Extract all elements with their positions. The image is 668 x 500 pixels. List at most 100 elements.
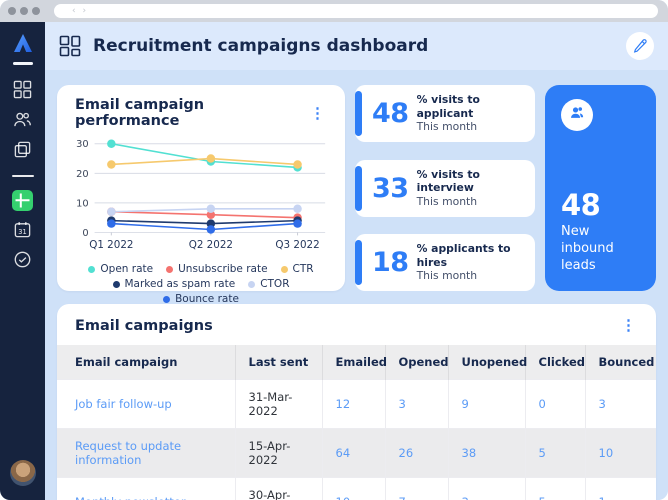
window-control-dot[interactable] (32, 7, 40, 15)
people-icon (13, 110, 32, 132)
last-sent-cell: 15-Apr-2022 (234, 428, 322, 478)
metric-cell[interactable]: 64 (321, 428, 385, 478)
legend-label: Marked as spam rate (124, 278, 236, 290)
metric-cell[interactable]: 26 (384, 428, 448, 478)
dashboard-layout-icon (59, 35, 81, 57)
chart-card-title: Email campaign performance (75, 97, 205, 129)
campaign-link[interactable]: Job fair follow-up (57, 379, 235, 429)
stat-value: 33 (372, 172, 409, 204)
browser-topbar: ‹ › (0, 0, 668, 22)
stat-value: 18 (372, 247, 409, 278)
table-row: Request to update information 15-Apr-2022… (57, 428, 656, 478)
sidebar-item-dashboard[interactable] (12, 80, 34, 102)
legend-item-ctor[interactable]: CTOR (248, 278, 290, 290)
metric-cell[interactable]: 0 (524, 379, 585, 429)
column-header: Emailed (321, 345, 387, 380)
line-chart: 30 20 10 0 Q1 2022 Q2 2022 Q3 2022 (67, 131, 335, 263)
column-header: Email campaign (57, 345, 235, 380)
leads-value: 48 (561, 188, 601, 223)
leads-label: New inbound leads (561, 224, 614, 274)
sidebar-item-calendar[interactable]: 31 (12, 220, 34, 242)
legend-dot-icon (166, 265, 174, 273)
metric-cell[interactable]: 1 (584, 477, 656, 500)
window-control-dot[interactable] (8, 7, 16, 15)
column-header: Bounced (584, 345, 656, 380)
table-menu-button[interactable]: ⋮ (617, 316, 640, 335)
sidebar-divider (11, 174, 34, 177)
brand-logo[interactable] (11, 31, 35, 55)
metric-cell[interactable]: 5 (524, 428, 585, 478)
legend-label: CTOR (260, 278, 290, 290)
metric-cell[interactable]: 3 (447, 477, 525, 500)
svg-text:Q1 2022: Q1 2022 (89, 239, 133, 251)
campaign-link[interactable]: Monthly newsletter (57, 477, 235, 500)
check-circle-icon (13, 250, 32, 272)
metric-cell[interactable]: 3 (584, 379, 656, 429)
stat-card-visits-applicant[interactable]: 48 % visits to applicant This month (355, 85, 535, 142)
user-avatar[interactable] (9, 460, 36, 486)
sidebar-item-tasks[interactable] (12, 250, 34, 272)
logo-underline (12, 62, 33, 65)
chart-legend: Open rate Unsubscribe rate CTR Marked as sp… (67, 263, 335, 307)
address-bar[interactable]: ‹ › (54, 4, 658, 18)
stat-period: This month (416, 120, 478, 134)
new-inbound-leads-card[interactable]: 48 New inbound leads (545, 85, 656, 291)
svg-text:Q3 2022: Q3 2022 (275, 239, 319, 251)
legend-item-bounce-rate[interactable]: Bounce rate (163, 293, 239, 305)
sidebar-item-campaigns-active[interactable] (12, 190, 34, 212)
email-performance-card: Email campaign performance ⋮ 30 20 10 0 Q1 2… (57, 85, 345, 305)
metric-cell[interactable]: 10 (584, 428, 656, 478)
metric-cell[interactable]: 7 (384, 477, 448, 500)
leads-icon-circle (561, 99, 593, 131)
legend-item-marked-as-spam-rate[interactable]: Marked as spam rate (112, 278, 236, 290)
stats-column: 48 % visits to applicant This month 33 %… (355, 85, 535, 291)
metric-cell[interactable]: 38 (447, 428, 525, 478)
table-card-title: Email campaigns (75, 317, 213, 334)
stat-card-applicants-hires[interactable]: 18 % applicants to hires This month (355, 234, 535, 291)
stat-label: % visits to interview (416, 167, 480, 195)
legend-label: Open rate (100, 263, 154, 275)
metric-cell[interactable]: 9 (447, 379, 525, 429)
apps-window-icon (12, 190, 33, 211)
column-header: Last sent (234, 345, 322, 380)
sidebar-item-pages[interactable] (12, 140, 34, 162)
calendar-day-label: 31 (18, 228, 26, 236)
legend-dot-icon (280, 265, 288, 273)
metric-cell[interactable]: 10 (321, 477, 385, 500)
legend-label: Unsubscribe rate (178, 263, 268, 275)
calendar-icon: 31 (13, 220, 32, 242)
svg-text:10: 10 (76, 198, 89, 209)
metric-cell[interactable]: 3 (384, 379, 448, 429)
metric-cell[interactable]: 5 (524, 477, 585, 500)
dashboard-content: Email campaign performance ⋮ 30 20 10 0 Q1 2… (45, 70, 668, 500)
performance-chart: 30 20 10 0Q1 2022 Q2 2022 Q3 2022 (76, 139, 326, 251)
column-header: Unopened (447, 345, 527, 380)
chart-menu-button[interactable]: ⋮ (306, 104, 329, 123)
window-controls[interactable] (8, 7, 40, 15)
legend-dot-icon (112, 280, 120, 288)
table-header-row: Email campaign Last sent Emailed Opened Unop… (57, 345, 656, 380)
svg-text:0: 0 (82, 228, 88, 239)
sidebar-item-people[interactable] (12, 110, 34, 132)
legend-item-unsubscribe-rate[interactable]: Unsubscribe rate (166, 263, 268, 275)
legend-item-ctr[interactable]: CTR (280, 263, 314, 275)
nav-chevrons-icon[interactable]: ‹ › (72, 6, 89, 16)
svg-text:Q2 2022: Q2 2022 (189, 239, 233, 251)
stat-card-visits-interview[interactable]: 33 % visits to interview This month (355, 159, 535, 217)
campaign-link[interactable]: Request to update information (57, 428, 235, 478)
pencil-icon (632, 37, 648, 56)
email-campaigns-card: Email campaigns ⋮ Email campaign Last sen… (57, 304, 656, 500)
legend-item-open-rate[interactable]: Open rate (88, 263, 153, 275)
metric-cell[interactable]: 12 (321, 379, 385, 429)
window-control-dot[interactable] (20, 7, 28, 15)
svg-text:20: 20 (76, 169, 89, 180)
edit-dashboard-button[interactable] (626, 32, 654, 60)
last-sent-cell: 31-Mar-2022 (234, 379, 322, 429)
page-header: Recruitment campaigns dashboard (45, 22, 668, 70)
stat-value: 48 (372, 98, 409, 129)
stat-label: % visits to applicant (416, 93, 480, 120)
legend-dot-icon (88, 265, 96, 273)
sidebar: 31 (0, 22, 45, 500)
table-row: Job fair follow-up 31-Mar-2022 12 3 9 0 3 (57, 379, 656, 429)
